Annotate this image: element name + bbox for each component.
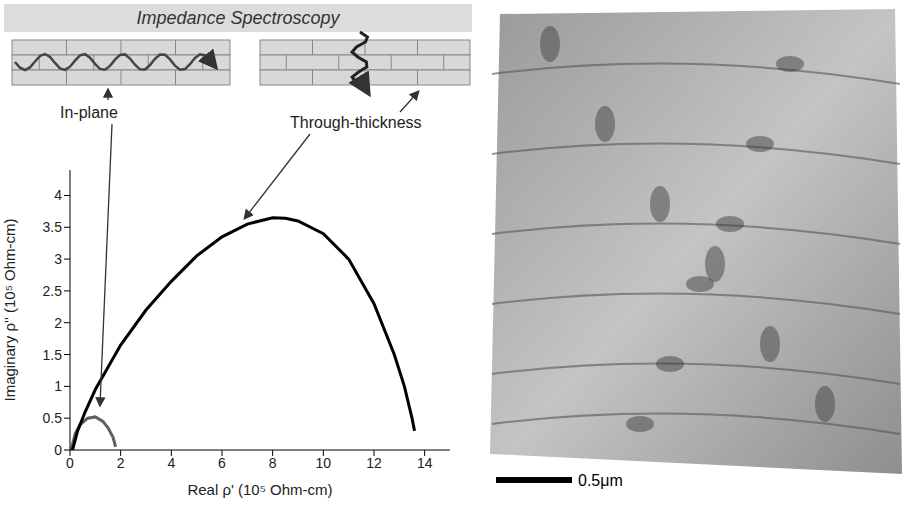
svg-text:1.5: 1.5 bbox=[43, 347, 63, 363]
svg-text:2: 2 bbox=[54, 315, 62, 331]
svg-text:8: 8 bbox=[269, 455, 277, 471]
svg-text:Imaginary ρ'' (10⁵ Ohm-cm): Imaginary ρ'' (10⁵ Ohm-cm) bbox=[1, 218, 18, 401]
svg-text:12: 12 bbox=[366, 455, 382, 471]
svg-text:2.5: 2.5 bbox=[43, 283, 63, 299]
svg-text:3.5: 3.5 bbox=[43, 219, 63, 235]
svg-text:3: 3 bbox=[54, 251, 62, 267]
svg-text:0: 0 bbox=[66, 455, 74, 471]
svg-text:10: 10 bbox=[316, 455, 332, 471]
svg-text:Through-thickness: Through-thickness bbox=[290, 114, 422, 131]
svg-text:2: 2 bbox=[117, 455, 125, 471]
svg-text:4: 4 bbox=[54, 187, 62, 203]
svg-text:6: 6 bbox=[218, 455, 226, 471]
svg-text:4: 4 bbox=[167, 455, 175, 471]
svg-text:0.5: 0.5 bbox=[43, 410, 63, 426]
svg-text:0.5μm: 0.5μm bbox=[578, 472, 623, 489]
svg-text:1: 1 bbox=[54, 378, 62, 394]
svg-text:In-plane: In-plane bbox=[60, 104, 118, 121]
svg-text:Real ρ' (10⁵ Ohm-cm): Real ρ' (10⁵ Ohm-cm) bbox=[187, 481, 332, 498]
svg-text:14: 14 bbox=[417, 455, 433, 471]
svg-text:Impedance Spectroscopy: Impedance Spectroscopy bbox=[136, 8, 340, 28]
svg-text:0: 0 bbox=[54, 442, 62, 458]
